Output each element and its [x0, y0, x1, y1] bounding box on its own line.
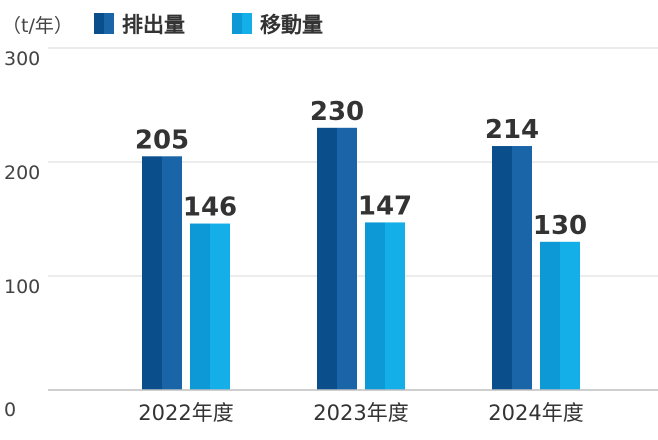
legend-swatch-transfer-light [242, 13, 252, 34]
bar-transfer-left [540, 241, 560, 390]
bar-emission-right [512, 146, 532, 390]
bars [142, 127, 580, 391]
bar-transfer-left [365, 222, 385, 390]
data-label-emission: 214 [485, 115, 539, 145]
bar-emission-right [162, 156, 182, 390]
data-label-transfer: 130 [533, 211, 587, 241]
bar-transfer-right [385, 222, 405, 390]
legend-swatch-transfer-dark [232, 13, 242, 34]
y-tick-label: 100 [4, 276, 40, 298]
bar-transfer-2 [540, 241, 580, 390]
bar-emission-left [142, 156, 162, 390]
data-label-emission: 230 [310, 97, 364, 127]
data-labels: 205 146 230 147 214 130 [135, 97, 587, 241]
y-axis-ticks: 0 100 200 300 [4, 48, 40, 421]
legend: 排出量 移動量 [94, 13, 323, 37]
legend-item-emission: 排出量 [94, 13, 185, 37]
x-tick-label: 2023年度 [313, 401, 408, 425]
y-tick-label: 0 [4, 399, 16, 421]
unit-label: （t/年） [2, 15, 73, 37]
legend-swatch-emission-light [104, 13, 114, 34]
legend-item-transfer: 移動量 [232, 13, 323, 37]
bar-transfer-right [210, 223, 230, 390]
data-label-transfer: 146 [183, 193, 237, 223]
bar-emission-right [337, 127, 357, 391]
bar-emission-2 [492, 146, 532, 390]
x-tick-label: 2024年度 [488, 401, 583, 425]
y-tick-label: 200 [4, 162, 40, 184]
legend-swatch-emission-dark [94, 13, 104, 34]
bar-emission-left [317, 127, 337, 391]
legend-label-transfer: 移動量 [260, 13, 323, 37]
bar-transfer-left [190, 223, 210, 390]
bar-transfer-right [560, 241, 580, 390]
bar-emission-left [492, 146, 512, 390]
bar-emission-0 [142, 156, 182, 390]
x-tick-label: 2022年度 [138, 401, 233, 425]
x-axis-ticks: 2022年度 2023年度 2024年度 [138, 401, 583, 425]
bar-emission-1 [317, 127, 357, 391]
legend-label-emission: 排出量 [122, 13, 185, 37]
data-label-emission: 205 [135, 125, 189, 155]
bar-transfer-0 [190, 223, 230, 390]
data-label-transfer: 147 [358, 191, 412, 221]
y-tick-label: 300 [4, 48, 40, 70]
bar-transfer-1 [365, 222, 405, 390]
